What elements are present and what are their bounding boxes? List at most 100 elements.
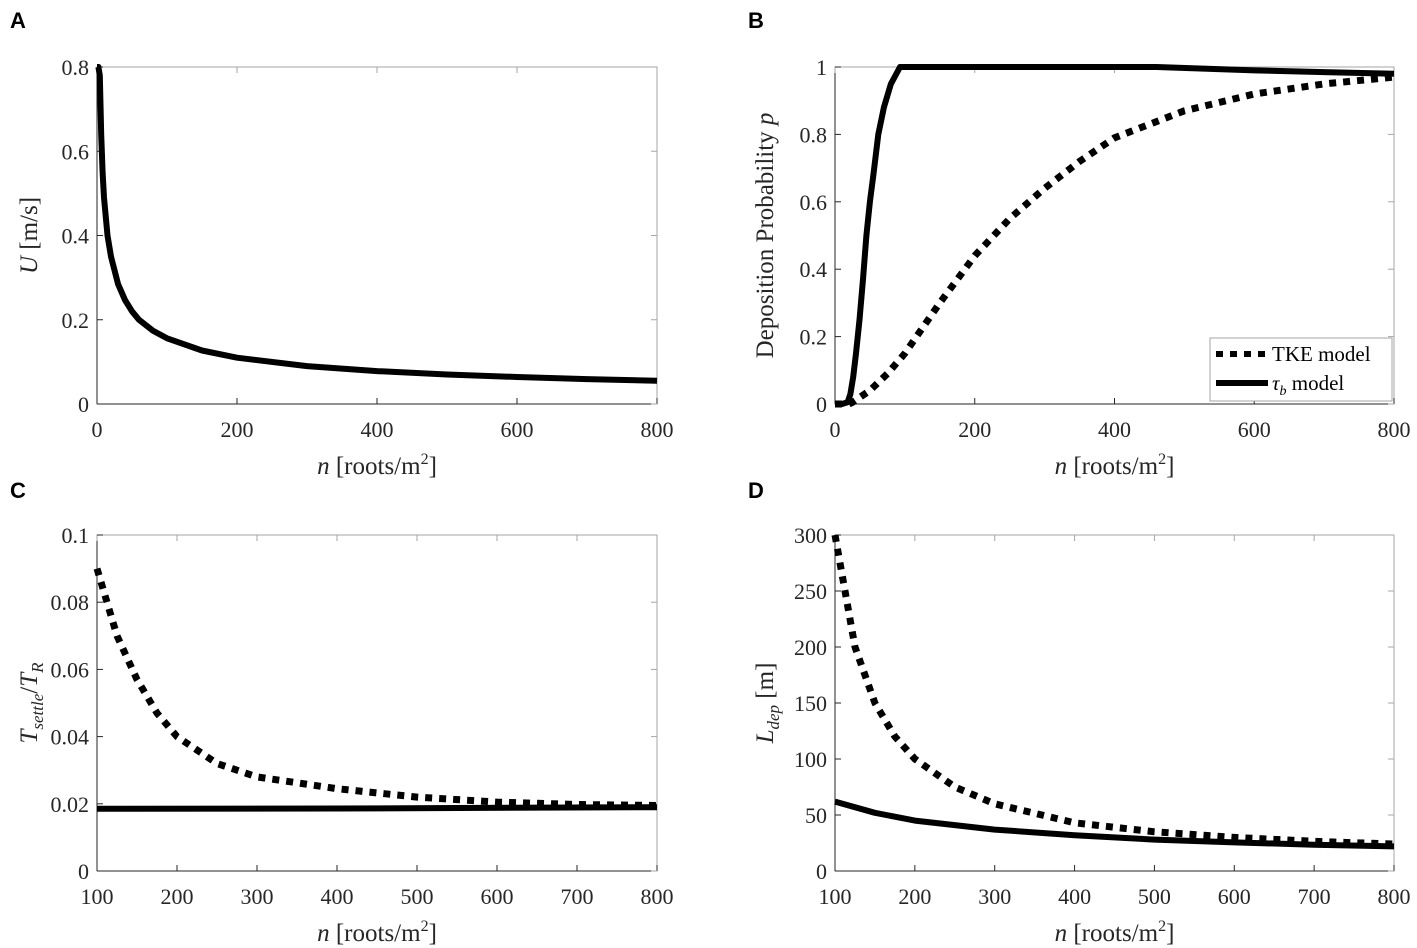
panel-label: C bbox=[10, 478, 26, 503]
x-tick-label: 300 bbox=[241, 884, 274, 909]
x-tick-label: 600 bbox=[1238, 417, 1271, 442]
x-axis-label: n [roots/m2] bbox=[1055, 918, 1175, 947]
x-label-sup: 2 bbox=[421, 451, 429, 468]
x-label-unit: [roots/m bbox=[1067, 920, 1159, 947]
y-label-slash: / bbox=[16, 687, 43, 694]
y-label-unit: [m] bbox=[752, 663, 779, 705]
x-tick-label: 200 bbox=[898, 884, 931, 909]
x-tick-label: 200 bbox=[221, 417, 254, 442]
x-tick-label: 100 bbox=[81, 884, 114, 909]
y-tick-label: 0.8 bbox=[62, 55, 90, 80]
y-tick-label: 0.04 bbox=[51, 725, 90, 750]
x-axis-label: n [roots/m2] bbox=[317, 451, 437, 480]
x-tick-label: 800 bbox=[1378, 884, 1411, 909]
axes-frame bbox=[96, 66, 658, 405]
y-label-var: L bbox=[752, 730, 779, 745]
legend-sub: b bbox=[1280, 384, 1287, 399]
x-label-close: ] bbox=[429, 453, 437, 480]
legend-text: TKE model bbox=[1272, 342, 1371, 366]
x-tick-label: 200 bbox=[161, 884, 194, 909]
y-tick-label: 150 bbox=[794, 691, 827, 716]
x-label-sup: 2 bbox=[1158, 451, 1166, 468]
y-tick-label: 0.4 bbox=[800, 257, 828, 282]
x-label-sup: 2 bbox=[421, 918, 429, 935]
axes-frame bbox=[834, 534, 1395, 872]
x-tick-label: 800 bbox=[641, 417, 674, 442]
subplot-A: A 0 200 400 600 800 0 0.2 0.4 0.6 0.8 n [roots/m2] U… bbox=[10, 8, 674, 480]
x-tick-label: 100 bbox=[819, 884, 852, 909]
x-label-var: n bbox=[317, 920, 330, 947]
y-tick-label: 0.2 bbox=[62, 308, 90, 333]
x-label-sup: 2 bbox=[1158, 918, 1166, 935]
y-tick-label: 0.1 bbox=[62, 523, 90, 548]
series-line-solid-1 bbox=[834, 798, 1395, 850]
x-tick-label: 300 bbox=[978, 884, 1011, 909]
y-label-var: T bbox=[16, 728, 43, 744]
y-axis-label: Ldep [m] bbox=[752, 663, 783, 745]
y-label-sub: dep bbox=[764, 705, 783, 730]
y-axis-label: Tsettle/TR bbox=[16, 662, 47, 744]
y-tick-label: 100 bbox=[794, 747, 827, 772]
y-label-var2: T bbox=[16, 671, 43, 687]
subplot-D: D 100 200 300 400 500 600 700 800 0 50 100 150 200 250… bbox=[748, 478, 1411, 947]
series-line-solid-1 bbox=[96, 804, 658, 812]
x-tick-label: 400 bbox=[321, 884, 354, 909]
x-tick-label: 700 bbox=[561, 884, 594, 909]
x-tick-label: 200 bbox=[958, 417, 991, 442]
y-tick-label: 0 bbox=[816, 392, 827, 417]
y-axis-label: U [m/s] bbox=[16, 197, 43, 274]
y-tick-label: 50 bbox=[805, 803, 827, 828]
axes-frame bbox=[96, 534, 658, 872]
x-tick-label: 600 bbox=[501, 417, 534, 442]
y-tick-label: 0.6 bbox=[62, 139, 90, 164]
y-label-var: U bbox=[16, 254, 43, 274]
y-label-sub2: R bbox=[28, 662, 47, 674]
x-tick-label: 400 bbox=[1098, 417, 1131, 442]
y-label-text: Deposition Probability bbox=[752, 125, 779, 358]
x-tick-label: 800 bbox=[641, 884, 674, 909]
x-label-close: ] bbox=[1166, 453, 1174, 480]
x-label-var: n bbox=[1055, 453, 1068, 480]
legend-var: τ bbox=[1272, 371, 1281, 395]
panel-label: A bbox=[10, 8, 26, 33]
x-label-unit: [roots/m bbox=[1067, 453, 1159, 480]
x-label-unit: [roots/m bbox=[330, 920, 422, 947]
y-label-sub: settle bbox=[28, 693, 47, 729]
y-tick-label: 0.02 bbox=[51, 792, 90, 817]
legend-text: model bbox=[1287, 371, 1345, 395]
y-tick-label: 0.06 bbox=[51, 657, 90, 682]
y-tick-label: 200 bbox=[794, 635, 827, 660]
legend-label: TKE model bbox=[1272, 342, 1371, 366]
panel-label: D bbox=[748, 478, 764, 503]
y-tick-label: 0.6 bbox=[800, 190, 828, 215]
series-line-dotted-0 bbox=[835, 73, 1395, 408]
x-label-unit: [roots/m bbox=[330, 453, 422, 480]
y-tick-label: 0 bbox=[816, 859, 827, 884]
x-tick-label: 0 bbox=[830, 417, 841, 442]
x-axis-label: n [roots/m2] bbox=[1055, 451, 1175, 480]
panel-label: B bbox=[748, 8, 764, 33]
y-tick-label: 0.08 bbox=[51, 590, 90, 615]
y-tick-label: 0 bbox=[78, 392, 89, 417]
series-line-dotted-0 bbox=[831, 534, 1395, 848]
x-tick-label: 400 bbox=[361, 417, 394, 442]
x-label-var: n bbox=[1055, 920, 1068, 947]
series-line-solid-1 bbox=[835, 64, 1395, 407]
legend-label: τb model bbox=[1272, 371, 1344, 399]
x-tick-label: 600 bbox=[1218, 884, 1251, 909]
legend-box bbox=[1209, 337, 1393, 402]
x-tick-label: 700 bbox=[1298, 884, 1331, 909]
x-tick-label: 400 bbox=[1058, 884, 1091, 909]
y-tick-label: 0.4 bbox=[62, 224, 90, 249]
x-label-close: ] bbox=[429, 920, 437, 947]
x-tick-label: 600 bbox=[481, 884, 514, 909]
y-label-var: p bbox=[752, 113, 779, 128]
x-axis-label: n [roots/m2] bbox=[317, 918, 437, 947]
series-line-solid-0 bbox=[95, 64, 658, 384]
x-tick-label: 500 bbox=[1138, 884, 1171, 909]
y-tick-label: 1 bbox=[816, 55, 827, 80]
x-tick-label: 800 bbox=[1378, 417, 1411, 442]
x-label-var: n bbox=[317, 453, 330, 480]
legend: TKE model τb model bbox=[1209, 337, 1393, 402]
